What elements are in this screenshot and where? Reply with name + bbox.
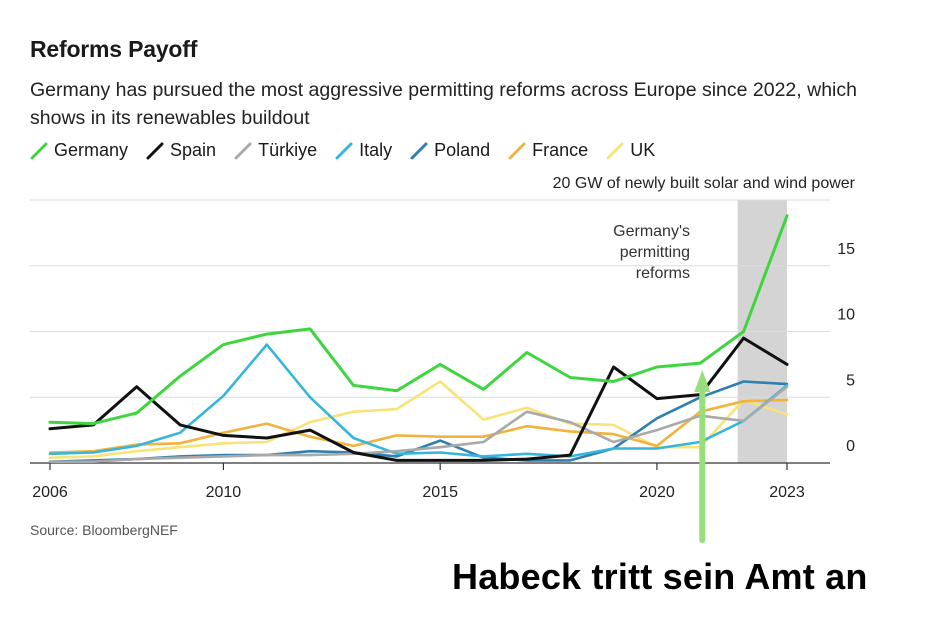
y-tick-label: 15 [837, 241, 855, 258]
legend-swatch-france [508, 142, 526, 159]
series-line-germany [48, 214, 789, 426]
x-tick-label: 2023 [769, 484, 805, 501]
legend-swatch-uk [606, 142, 624, 159]
arrow-head [694, 370, 711, 392]
legend-item-turkiye: Türkiye [234, 140, 317, 161]
series-line-france [48, 398, 789, 454]
annotation-line: Germany's [613, 223, 690, 240]
source-note: Source: BloombergNEF [30, 522, 178, 538]
legend-swatch-turkiye [234, 142, 252, 159]
legend-item-spain: Spain [146, 140, 216, 161]
x-tick-label: 2010 [206, 484, 242, 501]
x-tick-label: 2006 [32, 484, 68, 501]
legend-swatch-spain [146, 142, 164, 159]
y-tick-label: 0 [846, 438, 855, 455]
legend-item-italy: Italy [335, 140, 392, 161]
legend-item-uk: UK [606, 140, 655, 161]
annotation-germany-reforms: Germany's permitting reforms [613, 223, 690, 282]
series-line-spain [48, 336, 789, 462]
chart-legend: Germany Spain Türkiye Italy Poland France UK [30, 140, 655, 161]
x-tick-label: 2020 [639, 484, 675, 501]
chart-subtitle: Germany has pursued the most aggressive … [30, 79, 857, 129]
legend-label: France [532, 140, 589, 160]
x-tick-label: 2015 [422, 484, 458, 501]
units-label: 20 GW of newly built solar and wind powe… [553, 175, 856, 192]
legend-item-germany: Germany [30, 140, 128, 161]
legend-label: Spain [170, 140, 217, 160]
series-line-turkiye [48, 385, 789, 464]
legend-item-poland: Poland [410, 140, 490, 161]
legend-label: Türkiye [258, 140, 318, 160]
legend-swatch-germany [30, 142, 48, 159]
legend-label: Poland [434, 140, 491, 160]
overlay-caption: Habeck tritt sein Amt an [452, 556, 868, 597]
series-line-italy [48, 343, 789, 458]
legend-label: Italy [359, 140, 393, 160]
chart-title: Reforms Payoff [30, 36, 198, 62]
annotation-line: reforms [636, 265, 690, 282]
y-tick-label: 5 [846, 372, 855, 389]
legend-swatch-poland [410, 142, 428, 159]
annotation-line: permitting [620, 244, 690, 261]
legend-label: Germany [54, 140, 129, 160]
legend-item-france: France [508, 140, 588, 161]
legend-swatch-italy [335, 142, 353, 159]
legend-label: UK [630, 140, 656, 160]
y-tick-label: 10 [837, 307, 855, 324]
